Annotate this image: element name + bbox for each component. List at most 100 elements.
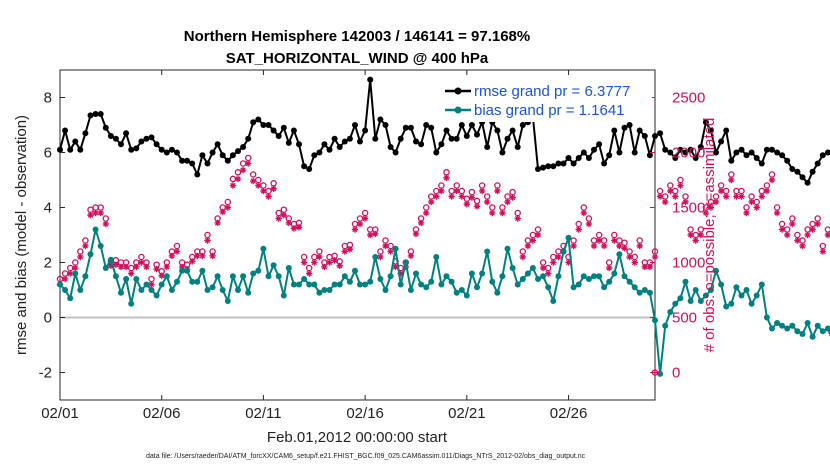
assimilated-obs-point <box>458 193 465 200</box>
assimilated-obs-point <box>778 226 786 233</box>
rmse-point <box>575 155 582 161</box>
bias-point <box>402 259 409 266</box>
assimilated-obs-point <box>489 209 496 217</box>
bias-point <box>519 276 526 282</box>
assimilated-obs-point <box>97 209 104 217</box>
bias-point <box>453 289 460 296</box>
assimilated-obs-point <box>580 209 587 217</box>
rmse-point <box>769 146 775 153</box>
y-tick-label: -2 <box>39 365 52 382</box>
bias-point <box>336 281 343 288</box>
rmse-point <box>646 152 653 159</box>
rmse-point <box>433 149 440 156</box>
bias-point <box>158 281 165 288</box>
bias-point <box>692 287 699 293</box>
assimilated-obs-point <box>733 193 740 200</box>
assimilated-obs-point <box>728 176 735 184</box>
rmse-point <box>235 148 241 155</box>
rmse-point <box>296 141 302 148</box>
rmse-point <box>413 138 419 145</box>
assimilated-obs-point <box>702 209 710 217</box>
y-tick-label-right: 2000 <box>672 145 705 162</box>
bias-point <box>72 270 79 277</box>
rmse-point <box>504 135 511 142</box>
rmse-point <box>560 160 567 167</box>
rmse-point <box>280 124 287 131</box>
assimilated-obs-point <box>270 185 277 192</box>
rmse-point <box>779 152 786 159</box>
x-axis-ticks: 02/01 02/06 02/11 02/16 02/21 02/26 <box>41 70 587 422</box>
bias-point <box>728 300 735 307</box>
bias-point <box>62 287 69 293</box>
bias-point <box>463 292 470 299</box>
bias-point <box>748 300 755 307</box>
bias-point <box>443 273 450 280</box>
rmse-point <box>229 152 236 159</box>
bias-point <box>362 281 369 288</box>
bias-point <box>372 254 379 260</box>
rmse-point <box>357 138 363 145</box>
assimilated-obs-point <box>626 253 633 261</box>
x-tick-label: 02/21 <box>448 405 486 422</box>
rmse-point <box>377 116 384 123</box>
chart-title: Northern Hemisphere 142003 / 146141 = 97… <box>184 28 530 45</box>
rmse-point <box>382 122 389 128</box>
bias-point <box>474 284 480 291</box>
assimilated-obs-point <box>321 263 328 271</box>
assimilated-obs-point <box>224 204 231 211</box>
assimilated-obs-point <box>397 270 404 277</box>
assimilated-obs-point <box>550 259 557 266</box>
bias-point <box>687 298 694 304</box>
rmse-point <box>804 179 811 186</box>
bias-point <box>484 248 491 255</box>
rmse-point <box>687 146 694 153</box>
assimilated-obs-point <box>87 212 94 219</box>
bias-point <box>555 273 562 280</box>
assimilated-obs-point <box>672 193 679 200</box>
rmse-point <box>62 127 69 134</box>
assimilated-obs-point <box>326 259 333 266</box>
bias-point <box>616 251 623 258</box>
series-assimilated-obs <box>56 160 830 288</box>
bias-point <box>418 281 425 288</box>
bias-point <box>326 287 333 293</box>
possible-obs-point <box>753 198 760 206</box>
possible-obs-point <box>692 231 699 239</box>
bias-point <box>382 287 389 293</box>
rmse-point <box>753 155 760 161</box>
rmse-point <box>158 146 165 153</box>
assimilated-obs-point <box>478 187 486 195</box>
y-tick-label-right: 1500 <box>672 200 705 217</box>
possible-obs-point <box>758 187 766 195</box>
assimilated-obs-point <box>748 198 755 206</box>
bias-point <box>804 320 811 326</box>
rmse-point <box>290 127 297 134</box>
rmse-point <box>285 139 292 146</box>
y-tick-label: 2 <box>44 255 52 272</box>
rmse-point <box>92 111 99 117</box>
possible-obs-point <box>763 182 771 189</box>
bias-point <box>809 333 816 340</box>
bias-point <box>535 276 541 282</box>
rmse-point <box>789 166 796 172</box>
possible-obs-point <box>743 204 750 211</box>
rmse-point <box>611 127 618 134</box>
bias-point <box>672 300 679 307</box>
legend-bias-label: bias grand pr = 1.1641 <box>474 102 625 119</box>
assimilated-obs-point <box>377 253 384 261</box>
rmse-point <box>819 152 826 159</box>
y-tick-label: 6 <box>44 145 52 162</box>
bias-point <box>265 273 272 280</box>
rmse-point <box>107 133 114 139</box>
rmse-point <box>718 138 725 145</box>
bias-point <box>377 276 384 282</box>
assimilated-obs-point <box>112 261 120 268</box>
assimilated-obs-point <box>311 259 318 266</box>
bias-point <box>280 292 287 299</box>
rmse-point <box>458 122 465 128</box>
rmse-point <box>128 146 135 153</box>
bias-point <box>433 254 440 260</box>
assimilated-obs-point <box>519 253 526 261</box>
assimilated-obs-point <box>570 242 577 250</box>
assimilated-obs-point <box>646 263 654 271</box>
